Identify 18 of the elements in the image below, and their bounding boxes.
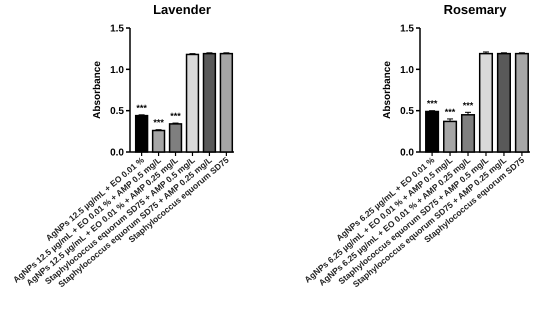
annotation: *** [136,102,148,113]
y-tick-label: 0.5 [400,106,414,118]
chart-title: Rosemary [444,2,508,17]
y-tick-label: 1.5 [400,24,414,34]
annotation: *** [153,118,164,128]
y-axis-title: Absorbance [92,60,103,119]
annotation: *** [462,100,474,110]
y-tick-label: 0.5 [110,106,124,118]
annotation: *** [170,111,182,122]
annotation: *** [444,106,456,117]
y-axis-title: Absorbance [382,60,393,119]
y-tick-label: 1.0 [400,64,414,76]
annotation: *** [426,98,438,109]
chart-title: Lavender [153,2,211,17]
y-tick-label: 1.0 [110,64,124,76]
y-tick-label: 0.0 [400,148,414,158]
y-tick-label: 1.5 [110,24,124,34]
y-tick-label: 0.0 [110,148,124,158]
